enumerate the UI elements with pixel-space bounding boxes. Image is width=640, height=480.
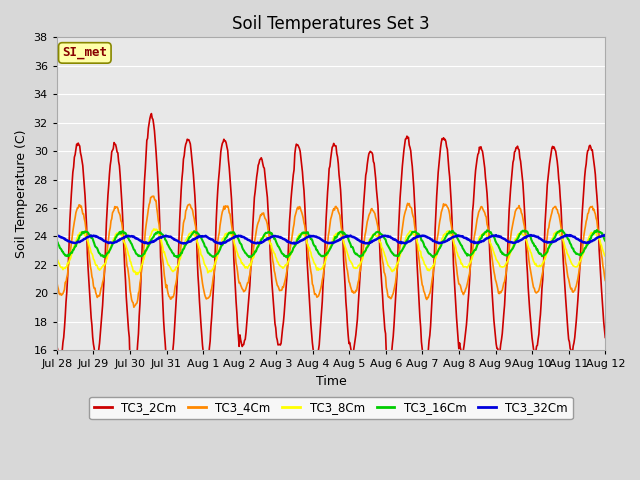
TC3_8Cm <box>63 264 70 269</box>
TC3_8Cm <box>132 272 140 277</box>
TC3_32Cm <box>602 233 609 239</box>
TC3_32Cm <box>53 232 61 238</box>
TC3_4Cm <box>415 257 423 263</box>
Title: Soil Temperatures Set 3: Soil Temperatures Set 3 <box>232 15 430 33</box>
TC3_2Cm <box>53 343 61 348</box>
TC3_8Cm <box>602 253 609 259</box>
TC3_2Cm <box>415 302 423 308</box>
TC3_16Cm <box>174 254 182 260</box>
TC3_2Cm <box>119 227 127 233</box>
TC3_32Cm <box>63 238 70 243</box>
TC3_16Cm <box>63 253 70 259</box>
TC3_4Cm <box>399 220 407 226</box>
TC3_16Cm <box>53 239 61 245</box>
TC3_32Cm <box>563 232 570 238</box>
TC3_8Cm <box>399 243 407 249</box>
TC3_32Cm <box>415 234 422 240</box>
TC3_4Cm <box>602 277 609 283</box>
TC3_8Cm <box>177 255 184 261</box>
TC3_2Cm <box>399 155 407 160</box>
TC3_16Cm <box>119 228 127 234</box>
TC3_2Cm <box>148 111 156 117</box>
Text: SI_met: SI_met <box>62 47 108 60</box>
Line: TC3_32Cm: TC3_32Cm <box>57 235 605 244</box>
TC3_8Cm <box>205 269 213 275</box>
Line: TC3_16Cm: TC3_16Cm <box>57 230 605 257</box>
TC3_2Cm <box>602 335 609 340</box>
TC3_16Cm <box>593 227 601 233</box>
TC3_32Cm <box>175 239 182 245</box>
TC3_16Cm <box>176 253 184 259</box>
Line: TC3_4Cm: TC3_4Cm <box>57 196 605 307</box>
TC3_2Cm <box>63 290 70 296</box>
TC3_4Cm <box>205 294 213 300</box>
X-axis label: Time: Time <box>316 375 346 388</box>
TC3_4Cm <box>53 279 61 285</box>
TC3_16Cm <box>399 247 406 252</box>
TC3_32Cm <box>399 240 406 245</box>
TC3_4Cm <box>119 231 127 237</box>
TC3_16Cm <box>602 238 609 244</box>
TC3_8Cm <box>53 256 61 262</box>
TC3_4Cm <box>150 193 157 199</box>
Line: TC3_2Cm: TC3_2Cm <box>57 114 605 383</box>
TC3_8Cm <box>150 226 157 232</box>
TC3_2Cm <box>205 345 213 351</box>
TC3_32Cm <box>217 241 225 247</box>
TC3_2Cm <box>177 202 184 207</box>
TC3_16Cm <box>415 231 422 237</box>
TC3_32Cm <box>204 235 212 240</box>
Legend: TC3_2Cm, TC3_4Cm, TC3_8Cm, TC3_16Cm, TC3_32Cm: TC3_2Cm, TC3_4Cm, TC3_8Cm, TC3_16Cm, TC3… <box>90 397 573 419</box>
Line: TC3_8Cm: TC3_8Cm <box>57 229 605 275</box>
TC3_2Cm <box>130 380 138 385</box>
TC3_8Cm <box>119 238 127 243</box>
TC3_4Cm <box>63 275 70 280</box>
TC3_16Cm <box>205 251 212 256</box>
TC3_8Cm <box>415 247 423 252</box>
TC3_32Cm <box>119 236 127 241</box>
Y-axis label: Soil Temperature (C): Soil Temperature (C) <box>15 130 28 258</box>
TC3_4Cm <box>130 304 138 310</box>
TC3_4Cm <box>177 248 184 254</box>
